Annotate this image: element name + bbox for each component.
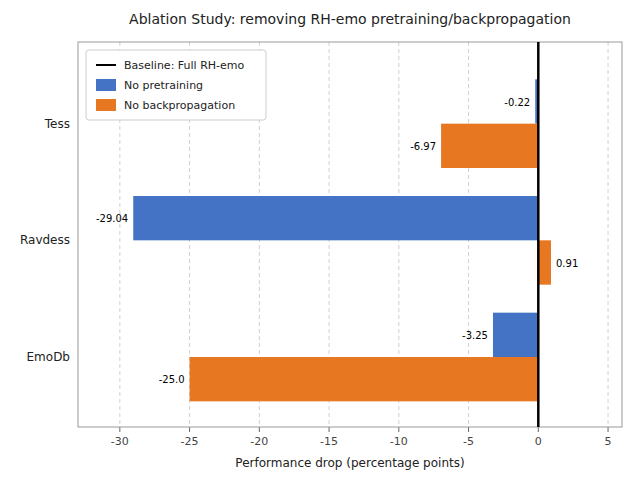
x-tick bbox=[538, 427, 539, 432]
legend-label: No backpropagation bbox=[124, 99, 235, 112]
data-label: -29.04 bbox=[96, 213, 128, 224]
x-tick bbox=[329, 427, 330, 432]
x-tick bbox=[189, 427, 190, 432]
x-tick bbox=[608, 427, 609, 432]
data-label: -3.25 bbox=[462, 330, 488, 341]
data-label: -0.22 bbox=[504, 97, 530, 108]
baseline bbox=[537, 42, 540, 427]
legend-swatch bbox=[96, 99, 116, 111]
x-tick-label: -5 bbox=[463, 435, 474, 448]
data-label: 0.91 bbox=[556, 258, 578, 269]
bar bbox=[133, 196, 538, 240]
x-tick bbox=[119, 427, 120, 432]
legend-swatch bbox=[96, 64, 116, 66]
x-axis-label: Performance drop (percentage points) bbox=[235, 456, 464, 470]
x-tick bbox=[259, 427, 260, 432]
bar bbox=[493, 313, 538, 357]
legend: Baseline: Full RH-emo No pretraining No ba… bbox=[86, 50, 266, 120]
y-tick-label: EmoDb bbox=[27, 350, 70, 364]
chart-svg: Ablation Study: removing RH-emo pretrain… bbox=[0, 0, 640, 479]
chart-container: Ablation Study: removing RH-emo pretrain… bbox=[0, 0, 640, 479]
y-tick-label: Tess bbox=[44, 117, 70, 131]
legend-swatch bbox=[96, 79, 116, 91]
chart-title: Ablation Study: removing RH-emo pretrain… bbox=[129, 11, 571, 27]
legend-box bbox=[86, 50, 266, 120]
x-tick-label: -15 bbox=[320, 435, 338, 448]
x-tick-label: -10 bbox=[390, 435, 408, 448]
bar bbox=[190, 357, 539, 401]
x-grid bbox=[120, 42, 608, 427]
y-tick-label: Ravdess bbox=[20, 233, 70, 247]
data-label: -25.0 bbox=[159, 374, 185, 385]
x-tick bbox=[468, 427, 469, 432]
data-label: -6.97 bbox=[410, 141, 436, 152]
grid-line bbox=[608, 42, 609, 427]
legend-label: Baseline: Full RH-emo bbox=[124, 59, 245, 72]
bar bbox=[441, 124, 538, 168]
data-labels: -0.22 -29.04 -3.25 -6.97 0.91 -25.0 bbox=[96, 97, 578, 386]
x-tick-label: -25 bbox=[181, 435, 199, 448]
x-tick bbox=[398, 427, 399, 432]
x-tick-label: -20 bbox=[250, 435, 268, 448]
bar bbox=[538, 240, 551, 284]
x-tick-label: -30 bbox=[111, 435, 129, 448]
x-tick-label: 5 bbox=[605, 435, 612, 448]
x-tick-label: 0 bbox=[535, 435, 542, 448]
plot-frame bbox=[78, 42, 622, 427]
grid-line bbox=[538, 42, 539, 427]
legend-label: No pretraining bbox=[124, 79, 203, 92]
